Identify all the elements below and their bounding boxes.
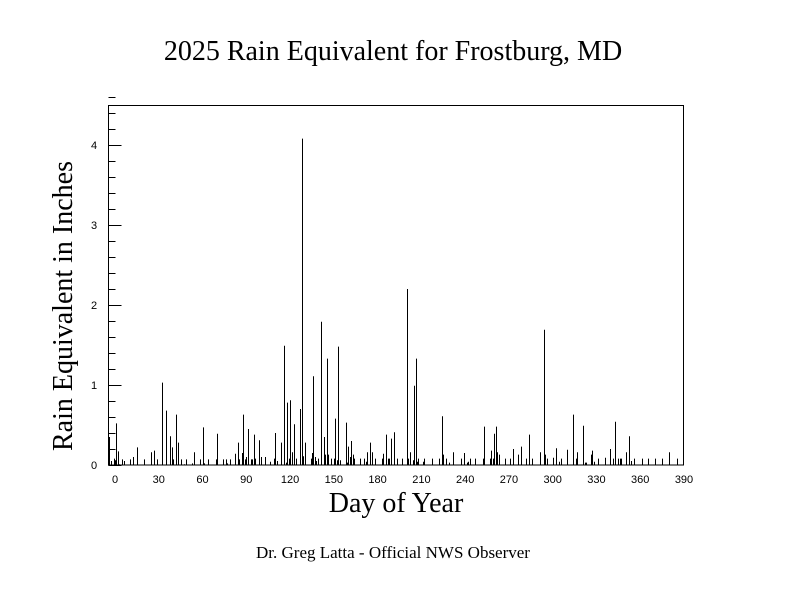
y-tick-label: 1 bbox=[91, 380, 97, 392]
x-tick-label: 270 bbox=[500, 474, 518, 486]
y-tick-label: 3 bbox=[91, 220, 97, 232]
x-tick-label: 0 bbox=[112, 474, 118, 486]
x-tick-label: 210 bbox=[412, 474, 430, 486]
y-tick-label: 2 bbox=[91, 300, 97, 312]
x-tick-label: 30 bbox=[153, 474, 165, 486]
plot-frame bbox=[108, 105, 684, 466]
chart-title: 2025 Rain Equivalent for Frostburg, MD bbox=[163, 36, 623, 67]
x-tick-label: 180 bbox=[368, 474, 386, 486]
x-tick-label: 390 bbox=[675, 474, 693, 486]
x-axis-label: Day of Year bbox=[328, 488, 464, 519]
credit-line: Dr. Greg Latta - Official NWS Observer bbox=[256, 543, 530, 562]
x-tick-label: 90 bbox=[240, 474, 252, 486]
x-tick-label: 150 bbox=[325, 474, 343, 486]
x-tick-label: 60 bbox=[196, 474, 208, 486]
rain-bars bbox=[109, 138, 678, 465]
y-axis-ticks: 0 1 2 3 4 bbox=[91, 97, 122, 472]
x-tick-label: 240 bbox=[456, 474, 474, 486]
y-tick-label: 0 bbox=[91, 460, 97, 472]
y-tick-label: 4 bbox=[91, 140, 97, 152]
x-tick-label: 330 bbox=[587, 474, 605, 486]
x-tick-label: 300 bbox=[544, 474, 562, 486]
x-axis-ticks: 0 30 60 90 120 150 180 210 240 270 300 330 360 390 bbox=[112, 474, 693, 486]
x-tick-label: 360 bbox=[631, 474, 649, 486]
x-tick-label: 120 bbox=[281, 474, 299, 486]
